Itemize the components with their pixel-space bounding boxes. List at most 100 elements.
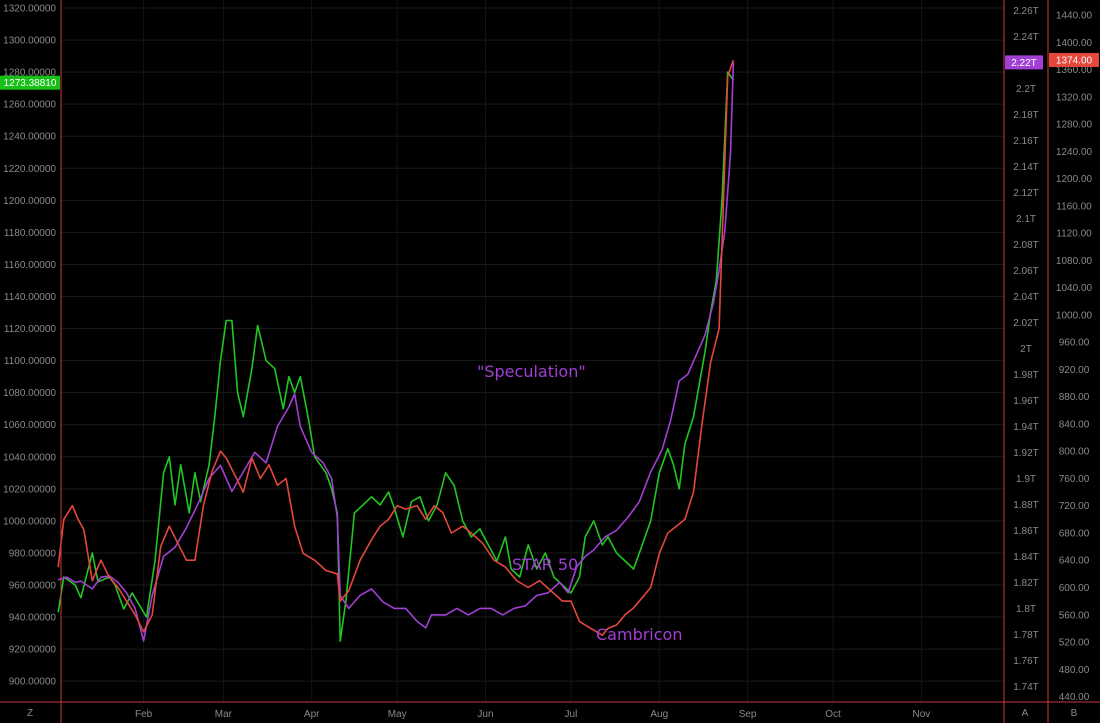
left-tick-label: 1180.00000 [4,228,57,239]
left-tick-label: 1300.00000 [3,36,56,47]
left-tick-label: 900.00000 [9,677,57,688]
right-axis-price[interactable]: 1440.00 1400.00 1360.00 1320.00 1280.00 1240.… [1047,0,1093,723]
left-tick-label: 1200.00000 [3,196,56,207]
right2-tick-label: 1240.00 [1056,147,1093,158]
left-tick-label: 1240.00000 [3,132,56,143]
right1-tick-label: 1.86T [1013,526,1039,537]
corner-label-left[interactable]: Z [27,708,33,719]
right2-tick-label: 1120.00 [1056,229,1092,240]
left-tick-label: 1040.00000 [3,452,56,463]
cambricon-annotation: Cambricon [596,625,682,644]
month-tick-label: Feb [135,709,153,720]
right2-tick-label: 560.00 [1059,610,1090,621]
right2-tick-label: 1280.00 [1056,120,1093,131]
right2-tick-label: 800.00 [1059,447,1090,458]
left-tick-label: 1280.00000 [3,68,56,79]
month-tick-label: Sep [739,709,757,720]
right2-price-badge: 1374.00 [1056,55,1093,66]
left-tick-label: 1100.00000 [4,356,57,367]
series-line-0 [57,71,735,642]
left-tick-label: 1120.00000 [4,324,57,335]
left-tick-label: 940.00000 [9,613,57,624]
right2-tick-label: 760.00 [1059,474,1090,485]
left-tick-label: 1000.00000 [3,516,56,527]
right2-tick-label: 440.00 [1059,692,1090,703]
right2-tick-label: 1320.00 [1056,92,1093,103]
month-tick-label: Jun [477,709,493,720]
left-tick-label: 1080.00000 [3,388,56,399]
right1-tick-label: 1.9T [1016,474,1036,485]
right2-tick-label: 1200.00 [1056,174,1093,185]
month-tick-label: Mar [215,709,233,720]
right2-tick-label: 1360.00 [1056,65,1093,76]
right1-tick-label: 1.84T [1013,552,1039,563]
month-tick-label: Aug [650,709,668,720]
right1-tick-label: 2T [1020,344,1032,355]
right1-tick-label: 1.78T [1013,630,1039,641]
right1-tick-label: 1.8T [1016,604,1036,615]
right1-tick-label: 1.76T [1013,656,1039,667]
right1-tick-label: 2.24T [1013,32,1039,43]
corner-label-right-b[interactable]: B [1071,708,1078,719]
series-line-2 [57,59,735,636]
left-tick-label: 1160.00000 [4,260,57,271]
month-tick-label: Oct [825,709,841,720]
right1-tick-label: 1.82T [1013,578,1039,589]
right1-tick-label: 1.98T [1013,370,1039,381]
star50-annotation: STAR 50 [512,555,578,574]
right2-tick-label: 1440.00 [1056,10,1093,21]
right1-tick-label: 2.06T [1013,266,1039,277]
left-tick-label: 1320.00000 [3,4,56,15]
series-line-1 [57,62,735,642]
month-tick-label: Nov [912,709,930,720]
left-price-badge: 1273.38810 [4,78,57,89]
speculation-annotation: "Speculation" [477,362,586,381]
right1-tick-label: 1.96T [1013,396,1039,407]
left-tick-label: 920.00000 [9,645,57,656]
left-price-axis[interactable]: 1320.00000 1300.00000 1280.00000 1260.00000… [3,0,62,723]
right2-price-badge-bg [1049,52,1099,67]
right-axis-trillions[interactable]: 2.26T 2.24T 2.22T 2.2T 2.18T 2.16T 2.14T 2.12T 2… [1003,0,1039,723]
right2-tick-label: 720.00 [1059,501,1090,512]
right1-price-badge-bg [1005,55,1043,70]
right2-tick-label: 1400.00 [1056,38,1093,49]
right1-tick-label: 2.04T [1013,292,1039,303]
left-tick-label: 960.00000 [9,581,57,592]
right2-tick-label: 520.00 [1059,638,1090,649]
right2-tick-label: 880.00 [1059,392,1090,403]
right1-tick-label: 2.16T [1013,136,1039,147]
left-price-badge-bg [0,75,60,90]
right2-tick-label: 480.00 [1059,665,1090,676]
left-tick-label: 1060.00000 [3,420,56,431]
right1-tick-label: 2.02T [1013,318,1039,329]
right2-tick-label: 640.00 [1059,556,1090,567]
left-tick-label: 1140.00000 [4,292,57,303]
month-tick-label: May [388,709,407,720]
right2-tick-label: 1000.00 [1056,310,1093,321]
right1-tick-label: 2.18T [1013,110,1039,121]
gridlines [61,0,1004,702]
right1-tick-label: 2.2T [1016,84,1036,95]
right1-tick-label: 2.1T [1016,214,1036,225]
left-tick-label: 1220.00000 [3,164,56,175]
corner-label-right-a[interactable]: A [1022,708,1029,719]
right1-tick-label: 1.94T [1013,422,1039,433]
price-badges: 1273.38810 2.22T 1374.00 [0,52,1099,90]
left-tick-label: 980.00000 [9,548,57,559]
right1-price-badge: 2.22T [1011,58,1037,69]
right1-tick-label: 2.14T [1013,162,1039,173]
right2-tick-label: 1040.00 [1056,283,1093,294]
right2-tick-label: 680.00 [1059,528,1090,539]
right2-tick-label: 1080.00 [1056,256,1093,267]
series-lines [57,59,735,642]
right1-tick-label: 2.12T [1013,188,1039,199]
right1-tick-label: 2.26T [1013,6,1039,17]
right1-tick-label: 2.08T [1013,240,1039,251]
right1-tick-label: 1.88T [1013,500,1039,511]
right2-tick-label: 1160.00 [1056,201,1092,212]
right1-tick-label: 1.92T [1013,448,1039,459]
right2-tick-label: 920.00 [1059,365,1090,376]
time-axis[interactable]: Feb Mar Apr May Jun Jul Aug Sep Oct Nov [0,701,1100,720]
right1-tick-label: 1.74T [1013,682,1039,693]
